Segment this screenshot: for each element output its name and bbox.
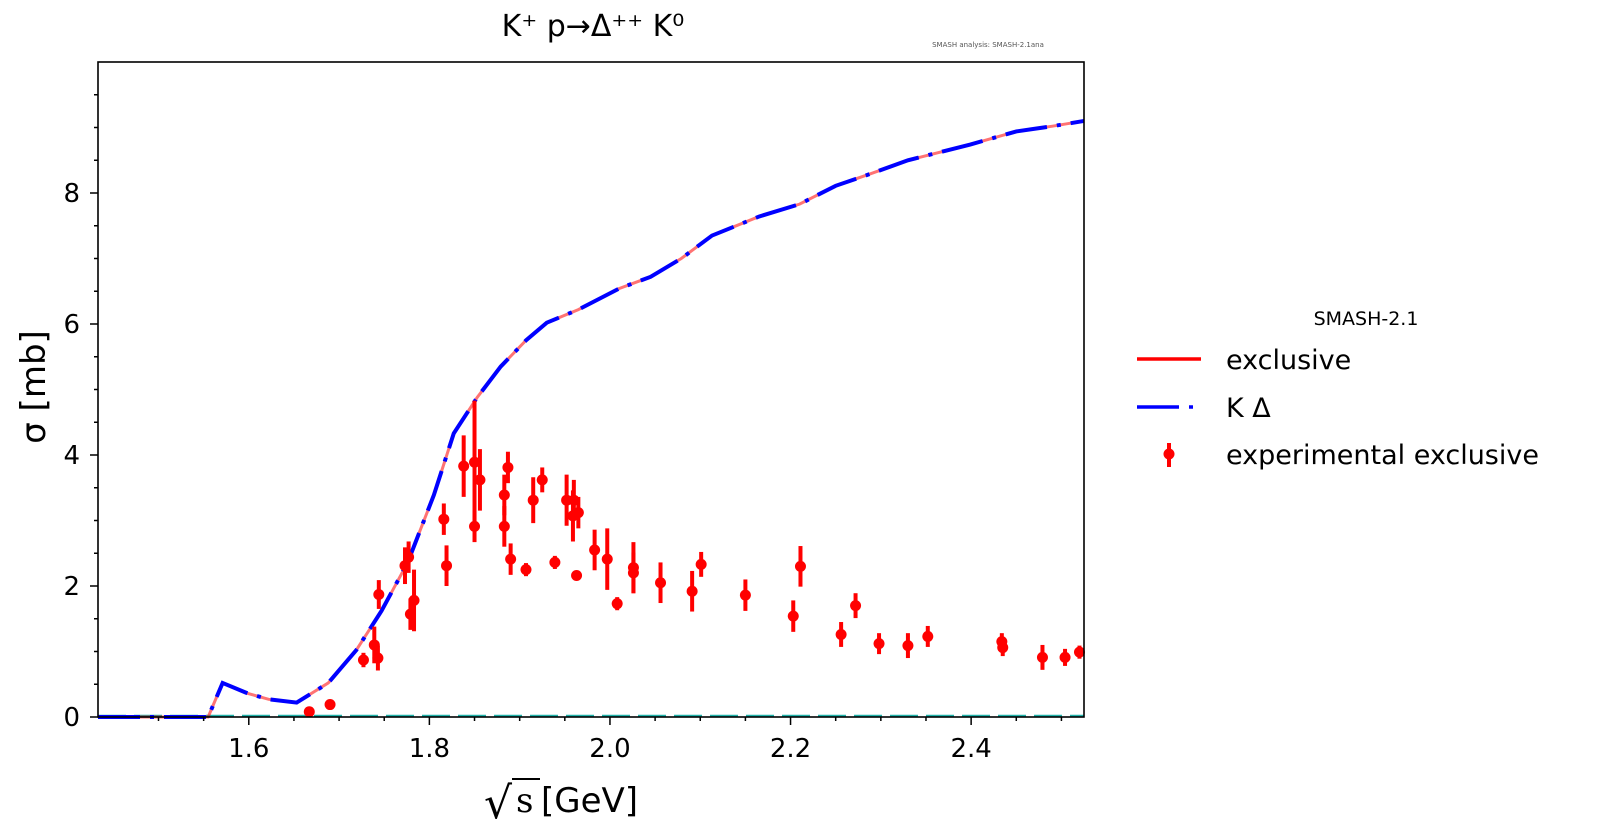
- experimental-point: [601, 553, 613, 565]
- experimental-point: [997, 642, 1009, 654]
- experimental-point: [469, 520, 481, 532]
- experimental-point: [373, 589, 385, 601]
- experimental-point: [794, 560, 806, 572]
- series-exclusive-line: [98, 119, 1085, 719]
- experimental-point: [502, 461, 514, 473]
- experimental-point: [922, 630, 934, 642]
- experimental-point: [505, 553, 517, 565]
- legend-title: SMASH-2.1: [1314, 308, 1419, 330]
- x-axis-label-var: s: [516, 781, 533, 821]
- legend-exclusive-label: exclusive: [1226, 345, 1351, 376]
- experimental-point: [498, 520, 510, 532]
- experimental-point: [571, 570, 583, 582]
- experimental-point: [520, 564, 532, 576]
- experimental-point: [403, 551, 415, 563]
- experimental-point: [372, 652, 384, 664]
- experimental-point: [536, 474, 548, 486]
- legend-experimental-label: experimental exclusive: [1226, 440, 1539, 471]
- series-kdelta-line: [98, 118, 1085, 719]
- experimental-point: [627, 567, 639, 579]
- chart-title: K⁺ p→Δ⁺⁺ K⁰: [502, 9, 685, 44]
- experimental-point: [873, 638, 885, 650]
- experimental-point: [469, 456, 481, 468]
- experimental-point: [458, 460, 470, 472]
- y-tick-label: 0: [63, 703, 80, 733]
- x-tick-label: 2.4: [950, 734, 991, 764]
- y-axis: 0 2 4 6 8: [63, 94, 98, 733]
- plot-frame: [97, 61, 1085, 718]
- experimental-point: [527, 494, 539, 506]
- experimental-point: [1073, 646, 1085, 658]
- y-axis-label: σ [mb]: [14, 330, 54, 444]
- experimental-point: [902, 640, 914, 652]
- x-tick-label: 1.8: [409, 734, 450, 764]
- x-tick-label: 2.2: [770, 734, 811, 764]
- experimental-point: [498, 489, 510, 501]
- x-axis-label: √ s [GeV]: [484, 778, 638, 829]
- experimental-point: [686, 585, 698, 597]
- experimental-point: [589, 544, 601, 556]
- experimental-point: [611, 598, 623, 610]
- plot-area: [98, 118, 1085, 719]
- experimental-point: [655, 577, 667, 589]
- y-tick-label: 4: [63, 441, 80, 471]
- experimental-point: [695, 558, 707, 570]
- experimental-point: [438, 513, 450, 525]
- chart-subtitle: SMASH analysis: SMASH-2.1ana: [932, 41, 1044, 49]
- experimental-point: [572, 507, 584, 519]
- legend: SMASH-2.1 exclusive K Δ experimental exc…: [1137, 308, 1539, 471]
- experimental-point: [1036, 651, 1048, 663]
- x-axis-label-root: √: [484, 778, 513, 829]
- experimental-point: [474, 474, 486, 486]
- experimental-point: [739, 589, 751, 601]
- experimental-point: [850, 600, 862, 612]
- legend-experimental-marker: [1163, 448, 1175, 460]
- x-axis-label-unit: [GeV]: [541, 781, 638, 821]
- x-tick-label: 2.0: [589, 734, 630, 764]
- experimental-point: [835, 628, 847, 640]
- experimental-point: [1059, 651, 1071, 663]
- experimental-point: [408, 594, 420, 606]
- experimental-point: [549, 556, 561, 568]
- experimental-point: [357, 654, 369, 666]
- legend-kdelta-label: K Δ: [1226, 393, 1271, 424]
- x-axis: 1.6 1.8 2.0 2.2 2.4: [157, 717, 1063, 764]
- experimental-point: [441, 560, 453, 572]
- experimental-point: [787, 610, 799, 622]
- experimental-point: [303, 706, 315, 718]
- y-tick-label: 8: [63, 179, 80, 209]
- experimental-point: [324, 699, 336, 711]
- x-tick-label: 1.6: [228, 734, 269, 764]
- y-tick-label: 2: [63, 572, 80, 602]
- y-tick-label: 6: [63, 310, 80, 340]
